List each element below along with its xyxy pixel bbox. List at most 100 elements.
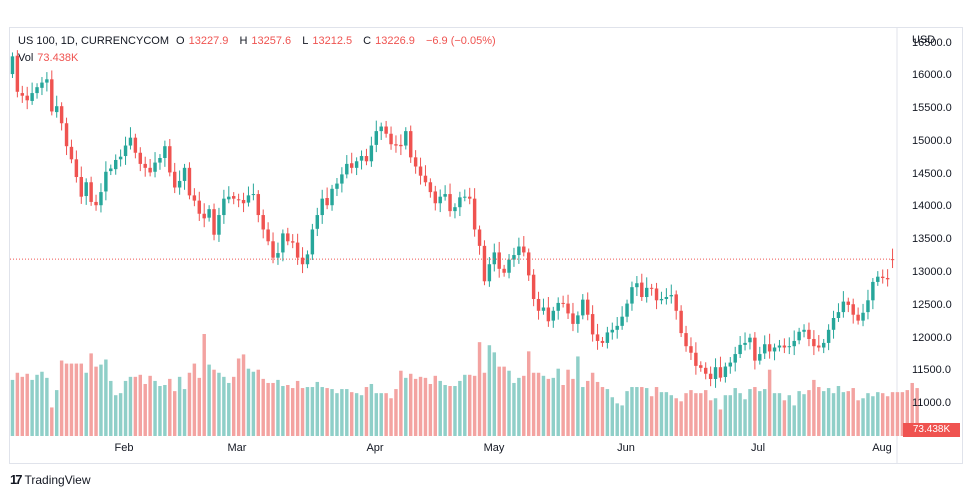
volume-bar [507,370,511,436]
volume-bar [762,389,767,436]
candle [703,362,708,380]
candle [674,290,678,320]
candle [50,70,54,116]
candle [340,167,344,193]
candle [728,357,733,374]
volume-bar [556,368,560,436]
volume-bar [644,388,649,436]
candle [69,139,74,164]
volume-bar [600,387,605,436]
volume-bar [561,385,565,436]
volume-bar [605,389,610,436]
candle [851,298,855,324]
volume-bar [526,351,531,436]
volume-bar [522,375,526,436]
volume-bar [708,400,713,436]
candle [762,335,767,359]
candle [772,343,777,361]
candle [841,291,846,318]
volume-bar [492,352,497,436]
candle [885,269,890,287]
volume-bar [595,381,600,436]
volume-bar [54,390,59,436]
volume-bar [487,345,492,436]
volume-bar [576,356,580,436]
volume-bar [753,387,757,436]
candle [84,178,88,205]
volume-bar [428,383,433,436]
candlestick-chart[interactable] [10,28,962,463]
volume-bar [128,376,133,436]
volume-bar [143,383,147,436]
volume-bar [713,398,718,436]
candle [113,154,118,175]
volume-bar [50,407,54,436]
tradingview-logo-icon: 17 [10,472,23,487]
candle [168,138,172,177]
volume-bar [118,393,123,436]
candle [467,187,472,205]
volume-label[interactable]: Vol [18,52,34,64]
volume-bar [286,385,290,436]
volume-bar [325,388,329,436]
chart-frame[interactable] [9,27,963,464]
volume-bar [630,387,634,436]
volume-bar [404,377,408,436]
candle [694,342,698,375]
volume-bar [472,375,477,436]
currency-label[interactable]: USD [912,34,936,46]
candle [718,356,723,382]
volume-bar [320,387,324,436]
candle [123,136,128,165]
volume-bar [817,387,821,436]
volume-bar [379,393,383,436]
volume-bar [227,382,231,436]
candle [890,248,895,269]
volume-bar [163,385,167,436]
volume-bar [689,390,693,436]
volume-bar [45,377,49,436]
volume-bar [590,372,595,436]
volume-bar [703,390,708,436]
volume-bar [846,391,851,436]
candle [723,362,728,383]
volume-bar [905,390,910,436]
candle [10,52,15,78]
candle [610,322,615,340]
candle [153,152,157,178]
candle [192,188,197,207]
volume-legend: Vol 73.438K [18,52,78,64]
volume-bar [517,377,521,436]
tradingview-brand[interactable]: 17 TradingView [10,472,91,487]
change-value: −6.9 (−0.05%) [425,35,496,47]
candle [281,229,285,262]
candle [109,164,113,176]
candle [546,297,551,327]
volume-bar [168,378,172,436]
candle [846,297,851,313]
volume-bar [148,375,152,436]
price-tick-label: 14500.0 [912,167,952,180]
volume-bar [315,381,320,436]
symbol-label[interactable]: US 100, 1D, CURRENCYCOM [18,35,169,47]
candle [738,336,742,358]
price-tick-label: 12500.0 [912,298,952,311]
candle [236,193,241,208]
volume-bar [792,405,796,436]
volume-bar [109,380,113,436]
volume-bar [694,393,698,436]
volume-bar [202,334,206,436]
volume-bar [364,387,369,436]
candle [566,294,570,319]
candle [644,277,649,303]
candle [364,148,369,166]
volume-bar [531,372,536,436]
volume-bar [182,389,187,436]
volume-bar [758,391,762,436]
candle [359,150,364,170]
candle [625,299,629,323]
volume-bar [458,380,462,436]
volume-bar [748,389,752,436]
price-tick-label: 16000.0 [912,69,952,82]
volume-bar [615,403,619,436]
